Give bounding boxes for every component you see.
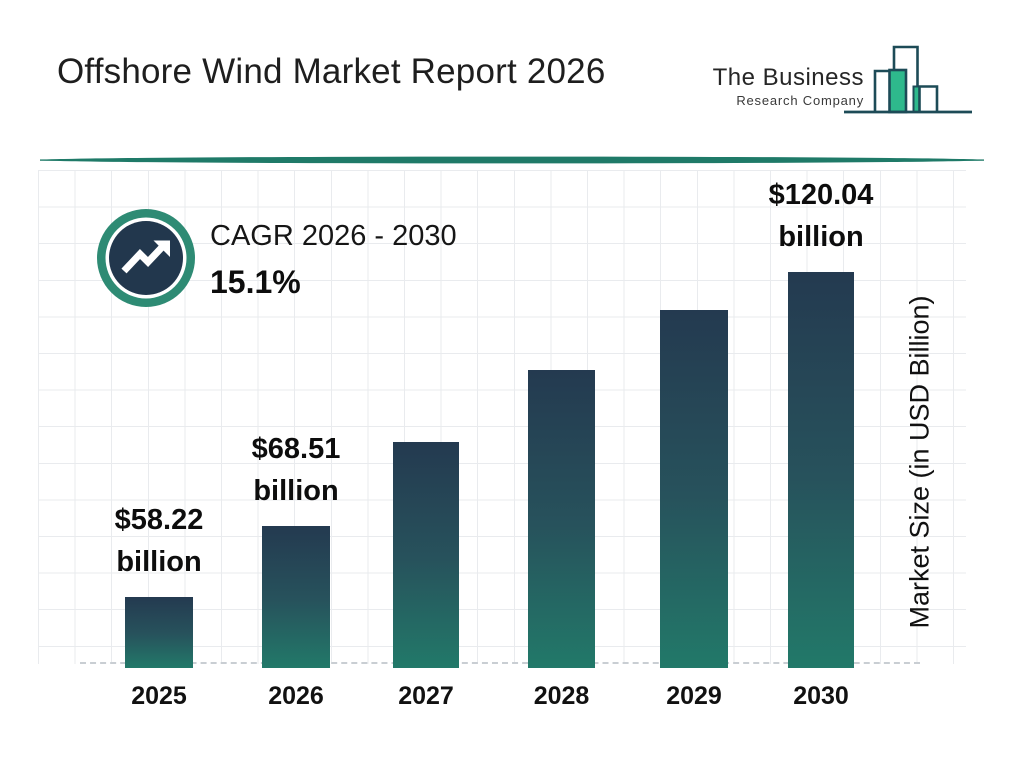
cagr-value: 15.1% bbox=[210, 264, 301, 300]
x-axis-label-2030: 2030 bbox=[793, 682, 849, 710]
bar-2027 bbox=[393, 442, 459, 668]
bar-value-label-2025: $58.22 billion bbox=[114, 504, 204, 578]
logo-text: The Business Research Company bbox=[713, 64, 864, 108]
x-axis-label-2029: 2029 bbox=[666, 682, 722, 710]
company-logo: The Business Research Company bbox=[712, 38, 972, 122]
trending-up-icon bbox=[97, 209, 195, 307]
bar-2025 bbox=[125, 597, 193, 668]
page-title: Offshore Wind Market Report 2026 bbox=[57, 52, 606, 91]
logo-subname: Research Company bbox=[736, 93, 864, 108]
cagr-period-label: CAGR 2026 - 2030 bbox=[210, 220, 457, 252]
chart-baseline bbox=[80, 662, 920, 664]
header-divider bbox=[40, 156, 984, 164]
x-axis-label-2025: 2025 bbox=[131, 682, 187, 710]
bar-2026 bbox=[262, 526, 330, 668]
logo-buildings-icon bbox=[844, 45, 972, 114]
bar-value-label-2026: $68.51 billion bbox=[251, 433, 341, 507]
y-axis-label: Market Size (in USD Billion) bbox=[904, 295, 935, 629]
bar-2029 bbox=[660, 310, 728, 668]
x-axis-label-2027: 2027 bbox=[398, 682, 454, 710]
x-axis-label-2028: 2028 bbox=[533, 682, 590, 710]
bar-value-label-2030: $120.04 billion bbox=[768, 179, 874, 253]
logo-name: The Business bbox=[712, 64, 864, 91]
x-axis-label-2026: 2026 bbox=[268, 682, 324, 710]
bar-2028 bbox=[528, 370, 595, 668]
bar-2030 bbox=[788, 272, 854, 668]
